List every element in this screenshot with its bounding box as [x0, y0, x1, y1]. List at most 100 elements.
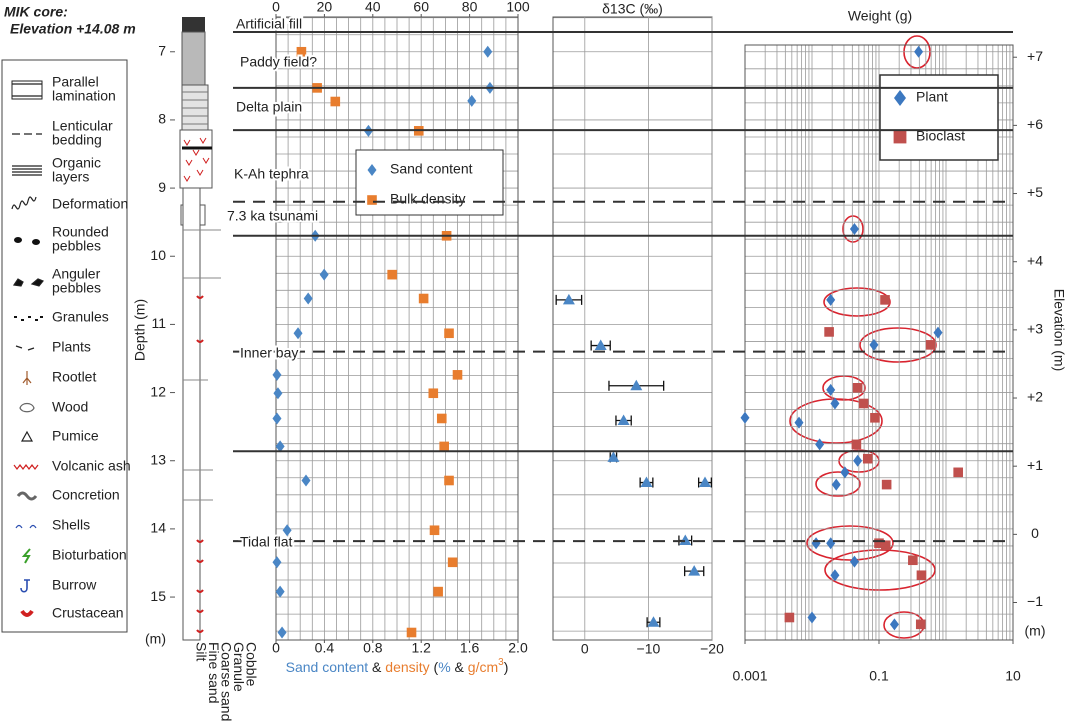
icon-shape — [20, 430, 34, 442]
diamond-marker — [807, 611, 817, 624]
legend-icon — [19, 402, 35, 413]
diamond-marker — [811, 537, 821, 550]
icon-shape — [12, 83, 42, 97]
panel-title: δ13C (‰) — [602, 1, 663, 17]
x-axis-label-part: density — [385, 659, 429, 675]
diamond-marker — [826, 537, 836, 550]
x-axis-label-part: g/cm — [468, 659, 498, 675]
top-tick-label: 100 — [506, 0, 530, 15]
y-tick-label: 7 — [158, 42, 166, 58]
diamond-marker — [293, 327, 303, 340]
square-marker — [436, 413, 447, 424]
lithology-label: layers — [52, 169, 89, 185]
triangle-marker — [630, 379, 643, 391]
icon-granule — [21, 319, 24, 321]
x-axis-label-part: ( — [430, 659, 439, 675]
y-axis-label: Depth (m) — [132, 299, 148, 361]
top-tick-label: 20 — [317, 0, 333, 15]
unit-label: 7.3 ka tsunami — [227, 208, 318, 224]
top-tick-label: 60 — [413, 0, 429, 15]
square-marker — [852, 383, 863, 393]
y2-unit: (m) — [1025, 623, 1046, 639]
core-volcanic-ash — [183, 137, 210, 182]
square-marker — [367, 195, 377, 205]
x-axis-label-part: & — [368, 659, 385, 675]
diamond-marker — [303, 292, 313, 305]
square-marker — [908, 555, 918, 566]
icon-shape — [21, 548, 31, 564]
lithology-legend-box — [1, 59, 128, 633]
x-axis-label-part: % — [438, 659, 450, 675]
square-marker — [406, 627, 417, 638]
lithology-label: Anguler — [52, 266, 101, 282]
x-axis-label-part: & — [451, 659, 468, 675]
diamond-marker — [914, 45, 924, 58]
lithology-label: Volcanic ash — [52, 458, 131, 474]
lithology-label: Crustacean — [52, 605, 124, 621]
diamond-marker — [367, 164, 377, 176]
square-marker — [444, 475, 454, 486]
diamond-marker — [815, 438, 825, 451]
square-marker — [418, 293, 429, 304]
square-marker — [874, 538, 884, 549]
lithology-label: Rounded — [52, 224, 109, 240]
lithology-label: pebbles — [52, 238, 101, 254]
y2-tick-label: 0 — [1031, 525, 1039, 541]
square-marker — [824, 327, 834, 337]
core-title: Elevation +14.08 m — [10, 21, 136, 37]
diamond-marker — [826, 383, 836, 396]
core-crustacean — [196, 295, 204, 633]
legend-icon — [11, 80, 43, 100]
square-marker — [444, 328, 454, 339]
triangle-marker — [647, 616, 660, 627]
legend-icon — [15, 524, 37, 529]
core-title: MIK core: — [4, 4, 68, 20]
x-axis-label-part: 3 — [498, 657, 504, 668]
diamond-marker — [282, 524, 292, 537]
top-tick-label: 40 — [365, 0, 381, 15]
bottom-tick-label: 1.2 — [411, 640, 431, 656]
x-axis-label-part: ) — [504, 659, 509, 675]
lithology-label: Deformation — [52, 196, 128, 212]
core-paddy — [181, 31, 206, 86]
y-unit: (m) — [145, 631, 166, 647]
panel-title: Weight (g) — [848, 8, 912, 24]
diamond-marker — [275, 440, 285, 453]
y-tick-label: 15 — [150, 588, 166, 604]
lithology-label: Burrow — [52, 577, 97, 593]
icon-granule — [40, 316, 43, 318]
core-lower — [182, 187, 201, 641]
y2-tick-label: +4 — [1027, 252, 1043, 268]
bottom-tick-label: 0 — [272, 640, 280, 656]
lithology-label: Bioturbation — [52, 547, 127, 563]
square-marker — [893, 130, 907, 144]
legend-icon — [13, 464, 39, 470]
square-marker — [447, 557, 458, 568]
diamond-marker — [272, 368, 282, 381]
square-marker — [428, 388, 439, 399]
lithology-label: Lenticular — [52, 118, 113, 134]
diamond-marker — [273, 387, 283, 400]
diamond-marker — [275, 585, 285, 598]
diamond-marker — [853, 454, 863, 467]
legend-label: Bioclast — [916, 128, 965, 144]
y-tick-label: 8 — [158, 111, 166, 127]
grain-size-label: Coarse sand — [218, 642, 234, 721]
legend-icon — [11, 196, 37, 210]
diamond-marker — [933, 326, 943, 339]
y2-tick-label: +2 — [1027, 389, 1043, 405]
diamond-marker — [467, 94, 477, 107]
y2-tick-label: +1 — [1027, 457, 1043, 473]
x-axis-label-part: Sand content — [286, 659, 369, 675]
square-marker — [439, 441, 449, 452]
triangle-marker — [679, 534, 692, 545]
lithology-label: Organic — [52, 155, 101, 171]
x-tick-label: −10 — [637, 641, 661, 657]
x-tick-label: 0 — [581, 641, 589, 657]
lithology-label: Parallel — [52, 74, 99, 90]
diamond-marker — [794, 416, 804, 429]
square-marker — [296, 46, 307, 57]
lithology-label: bedding — [52, 132, 102, 148]
legend-icon — [15, 345, 35, 351]
diamond-marker — [849, 222, 859, 235]
